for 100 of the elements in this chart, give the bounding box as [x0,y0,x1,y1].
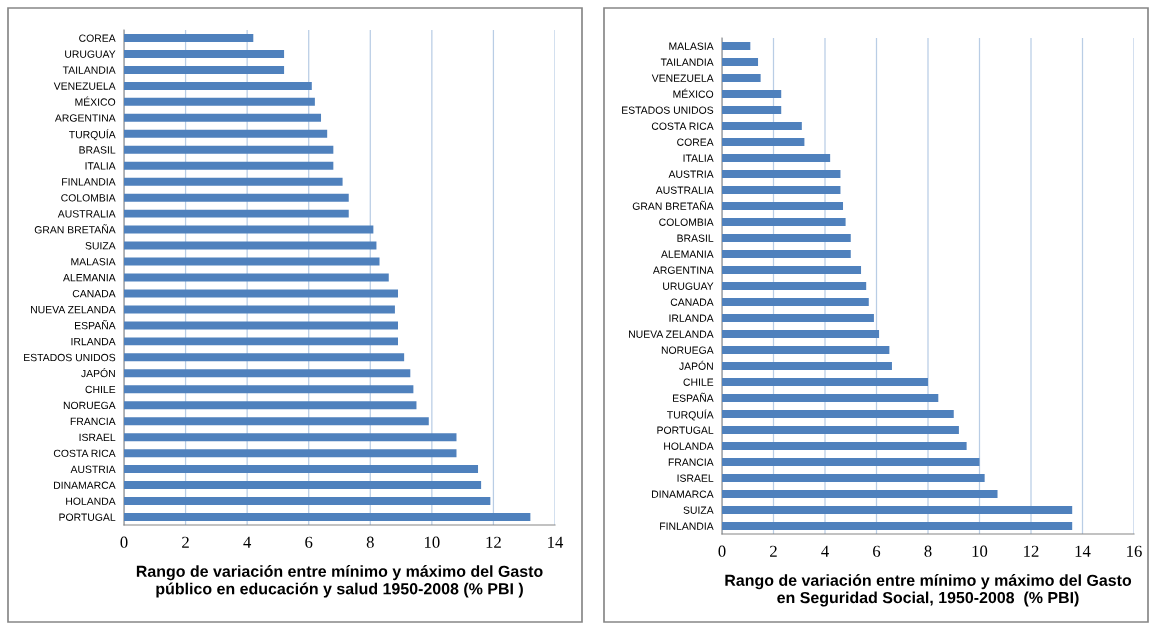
y-tick-label: COSTA RICA [651,122,714,130]
x-tick-label: 8 [924,545,932,557]
y-tick-label: GRAN BRETAÑA [632,200,714,210]
y-tick-label: COLOMBIA [61,194,116,202]
bar [722,138,805,146]
y-tick-label: JAPÓN [81,368,115,378]
y-tick-label: IRLANDA [71,337,116,346]
bar [722,74,761,82]
bar [124,49,285,58]
y-tick-label: COLOMBIA [659,218,714,226]
y-tick-label: URUGUAY [663,282,714,290]
bar [124,97,315,106]
y-tick-label: COSTA RICA [53,449,116,458]
y-tick-label: ITALIA [683,154,714,162]
y-tick-label: AUSTRALIA [655,186,714,194]
y-tick-label: BRASIL [79,146,116,154]
bar [124,113,322,122]
bar [722,282,867,290]
x-tick-label: 2 [770,545,777,557]
y-tick-label: FINLANDIA [660,522,714,530]
bar [722,58,759,66]
bar [722,250,851,258]
bar [124,33,254,42]
bar [124,433,457,442]
bar [124,241,377,250]
bar [124,385,414,394]
x-tick-label: 16 [1127,545,1142,557]
x-tick-label: 4 [243,536,252,548]
y-tick-label: TURQUÍA [69,129,116,141]
y-tick-label: AUSTRIA [70,465,116,473]
x-tick-label: 10 [972,545,988,557]
x-tick-label: 6 [873,545,881,557]
y-tick-label: PORTUGAL [59,513,116,521]
y-tick-label: ESTADOS UNIDOS [622,106,714,114]
y-tick-label: CANADA [670,298,714,306]
y-tick-label: MALASIA [71,258,116,266]
y-tick-label: SUIZA [85,242,116,250]
y-tick-label: URUGUAY [65,50,116,58]
bar [124,81,312,90]
bar [722,522,1073,530]
y-tick-label: ISRAEL [79,433,116,442]
y-tick-label: NUEVA ZELANDA [31,306,116,314]
y-tick-label: AUSTRALIA [57,210,116,218]
bar [722,346,890,354]
bar [722,330,880,338]
y-tick-label: HOLANDA [664,442,714,450]
y-tick-label: FRANCIA [668,458,714,466]
bar [722,506,1073,514]
bar [124,65,285,74]
y-tick-label: CHILE [683,378,714,386]
y-tick-label: ESPAÑA [75,320,116,330]
y-tick-label: FRANCIA [70,417,116,426]
bar [722,42,751,50]
x-tick-label: 14 [548,536,564,548]
bar [124,225,374,234]
y-tick-label: NORUEGA [63,401,116,410]
bar [124,321,398,330]
bar [722,106,782,114]
bar [124,497,491,506]
y-tick-label: FINLANDIA [62,178,116,186]
x-tick-label: 12 [486,536,501,548]
y-tick-label: ARGENTINA [652,266,714,274]
y-tick-label: ISRAEL [677,474,714,482]
bar [722,490,998,498]
y-tick-label: PORTUGAL [657,426,714,434]
y-tick-label: MÉXICO [673,88,714,98]
y-tick-label: HOLANDA [66,497,116,505]
bar [124,209,349,218]
bar [124,353,405,362]
x-tick-label: 12 [1024,545,1039,557]
bar [722,218,846,226]
bar [124,305,395,314]
bar [722,362,892,370]
x-axis-title: Rango de variación entre mínimo y máximo del Gasto público en educación y salud 1950-2008 (% PBI ) [136,565,543,598]
bar [722,170,841,178]
x-tick-label: 2 [182,536,189,548]
x-tick-label: 8 [366,536,374,548]
bar [722,90,782,98]
bar [124,481,482,490]
y-tick-label: TURQUÍA [667,409,714,421]
bar [124,337,398,346]
bar [722,298,869,306]
bar [124,257,380,266]
bar [722,442,967,450]
y-tick-label: COREA [677,138,714,146]
bar [124,465,479,474]
y-tick-label: VENEZUELA [53,82,116,90]
bar [124,129,328,138]
bar [124,401,417,410]
y-tick-label: ESTADOS UNIDOS [24,353,116,362]
y-tick-label: GRAN BRETAÑA [34,224,116,234]
y-tick-label: SUIZA [683,506,714,514]
y-tick-label: TAILANDIA [660,58,714,66]
y-tick-label: TAILANDIA [62,66,116,74]
y-tick-label: MALASIA [669,42,714,50]
x-tick-label: 4 [821,545,829,557]
y-tick-label: COREA [79,34,116,42]
bar [124,289,398,298]
bar [722,202,844,210]
x-tick-label: 6 [305,536,313,548]
